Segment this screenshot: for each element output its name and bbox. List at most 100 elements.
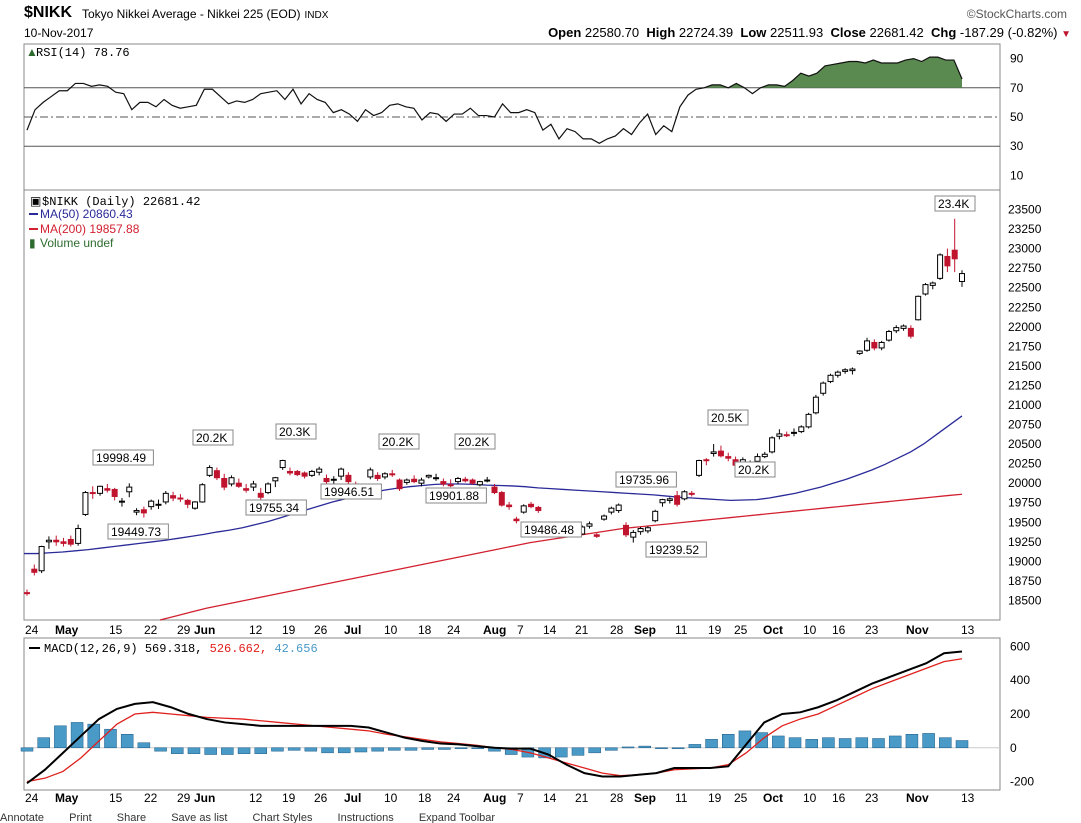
macd-histogram-bar xyxy=(621,746,635,749)
toolbar-expand[interactable]: Expand Toolbar xyxy=(418,812,496,823)
price-legend-main: $NIKK (Daily) 22681.42 xyxy=(42,195,200,209)
price-candle-body xyxy=(871,341,878,349)
macd-x-axis-tick-label: 23 xyxy=(865,791,879,805)
price-annotation-box xyxy=(92,449,154,466)
price-annotation-box xyxy=(320,483,382,500)
macd-histogram-bar xyxy=(454,747,468,750)
chg-label: Chg xyxy=(931,25,957,40)
macd-histogram-bar xyxy=(37,737,50,749)
ma200-line xyxy=(159,493,963,621)
macd-signal-line xyxy=(26,658,963,783)
x-axis-tick-label: 25 xyxy=(734,623,748,637)
macd-histogram-bar xyxy=(204,747,217,755)
price-y-tick-label: 22750 xyxy=(1008,261,1042,275)
ma200-legend: MA(200) 19857.88 xyxy=(40,222,140,236)
macd-x-axis-tick-label: 15 xyxy=(109,791,123,805)
macd-panel-frame xyxy=(23,637,1001,791)
price-candle-body xyxy=(484,479,491,482)
price-y-tick-label: 18500 xyxy=(1008,593,1042,607)
price-candle-body xyxy=(425,474,432,478)
close-label: Close xyxy=(830,25,866,40)
price-candle-body xyxy=(272,477,279,482)
price-candle-body xyxy=(454,477,461,483)
ma50-legend: MA(50) 20860.43 xyxy=(40,207,133,221)
price-y-tick-label: 21250 xyxy=(1008,378,1042,392)
price-candle-body xyxy=(615,504,622,512)
price-candle-body xyxy=(433,477,440,480)
price-candle-body xyxy=(279,460,286,469)
toolbar-instructions[interactable]: Instructions xyxy=(337,812,394,823)
rsi-y-tick-label: 30 xyxy=(1010,139,1024,153)
macd-legend-signal: 526.662, xyxy=(210,642,275,656)
macd-histogram-bar xyxy=(388,747,401,751)
price-panel-frame xyxy=(23,189,1001,621)
macd-histogram-bar xyxy=(254,747,267,754)
macd-x-axis-tick-label: Jun xyxy=(194,791,215,805)
x-axis-tick-label: 19 xyxy=(282,623,296,637)
price-y-tick-label: 21750 xyxy=(1008,339,1042,353)
macd-x-axis-tick-label: 12 xyxy=(249,791,263,805)
symbol: $NIKK xyxy=(24,4,73,21)
macd-x-axis-tick-label: 22 xyxy=(144,791,158,805)
price-candle-body xyxy=(469,479,476,484)
macd-histogram-bar xyxy=(571,747,585,756)
toolbar-save-list[interactable]: Save as list xyxy=(171,812,228,823)
macd-histogram-bar xyxy=(304,747,318,752)
price-annotation-label: 19449.73 xyxy=(111,525,161,539)
macd-x-axis-tick-label: 14 xyxy=(543,791,557,805)
price-candle-body xyxy=(323,477,330,483)
price-y-tick-label: 22250 xyxy=(1008,300,1042,314)
price-candle-body xyxy=(900,325,907,329)
price-annotation-label: 20.3K xyxy=(279,425,310,439)
price-candle-body xyxy=(951,249,958,260)
price-annotation-box xyxy=(192,429,234,446)
price-candle-body xyxy=(177,497,184,500)
price-candle-body xyxy=(812,396,819,414)
price-candle-body xyxy=(104,488,111,491)
price-annotation-label: 20.5K xyxy=(711,411,742,425)
price-y-tick-label: 21000 xyxy=(1008,398,1042,412)
price-candle-body xyxy=(31,568,38,573)
toolbar-print[interactable]: Print xyxy=(69,812,92,823)
macd-histogram-bar xyxy=(471,747,485,750)
price-candle-body xyxy=(725,456,732,459)
x-axis-tick-label: Aug xyxy=(483,623,506,637)
x-axis-tick-label: 23 xyxy=(865,623,879,637)
macd-histogram-bar xyxy=(671,747,685,750)
macd-x-axis-tick-label: 19 xyxy=(708,791,722,805)
x-axis-tick-label: 15 xyxy=(109,623,123,637)
macd-x-axis-tick-label: 29 xyxy=(177,791,191,805)
price-candle-body xyxy=(381,473,388,478)
price-candle-body xyxy=(922,284,929,295)
price-candle-body xyxy=(440,481,447,485)
macd-x-axis-tick-label: Aug xyxy=(483,791,506,805)
chart-date: 10-Nov-2017 xyxy=(24,26,94,40)
toolbar-annotate[interactable]: Annotate xyxy=(0,812,45,823)
macd-histogram-bar xyxy=(605,747,618,751)
price-candle-body xyxy=(155,503,162,506)
price-candle-body xyxy=(345,474,352,483)
price-candle-body xyxy=(652,510,659,522)
price-candle-body xyxy=(243,488,250,491)
price-annotation-box xyxy=(275,423,317,440)
price-candle-body xyxy=(374,474,381,479)
toolbar-chart-styles[interactable]: Chart Styles xyxy=(252,812,313,823)
macd-y-tick-label: 400 xyxy=(1010,673,1030,687)
price-candle-body xyxy=(447,484,454,487)
security-title: Tokyo Nikkei Average - Nikkei 225 (EOD) xyxy=(82,7,301,21)
price-annotation-label: 19946.51 xyxy=(324,485,374,499)
price-candle-body xyxy=(754,456,761,462)
macd-histogram-bar xyxy=(354,747,368,753)
price-candle-body xyxy=(286,470,293,474)
price-candle-body xyxy=(67,538,74,545)
toolbar-share[interactable]: Share xyxy=(116,812,147,823)
price-candle-body xyxy=(637,528,644,533)
price-annotation-box xyxy=(934,195,976,212)
price-candle-body xyxy=(681,491,688,500)
price-candle-body xyxy=(257,492,264,498)
brand-link[interactable]: ©StockCharts.com xyxy=(966,7,1067,21)
price-annotation-box xyxy=(107,523,169,540)
price-candle-body xyxy=(506,504,513,508)
macd-histogram-bar xyxy=(187,747,201,754)
price-candle-body xyxy=(45,539,52,543)
